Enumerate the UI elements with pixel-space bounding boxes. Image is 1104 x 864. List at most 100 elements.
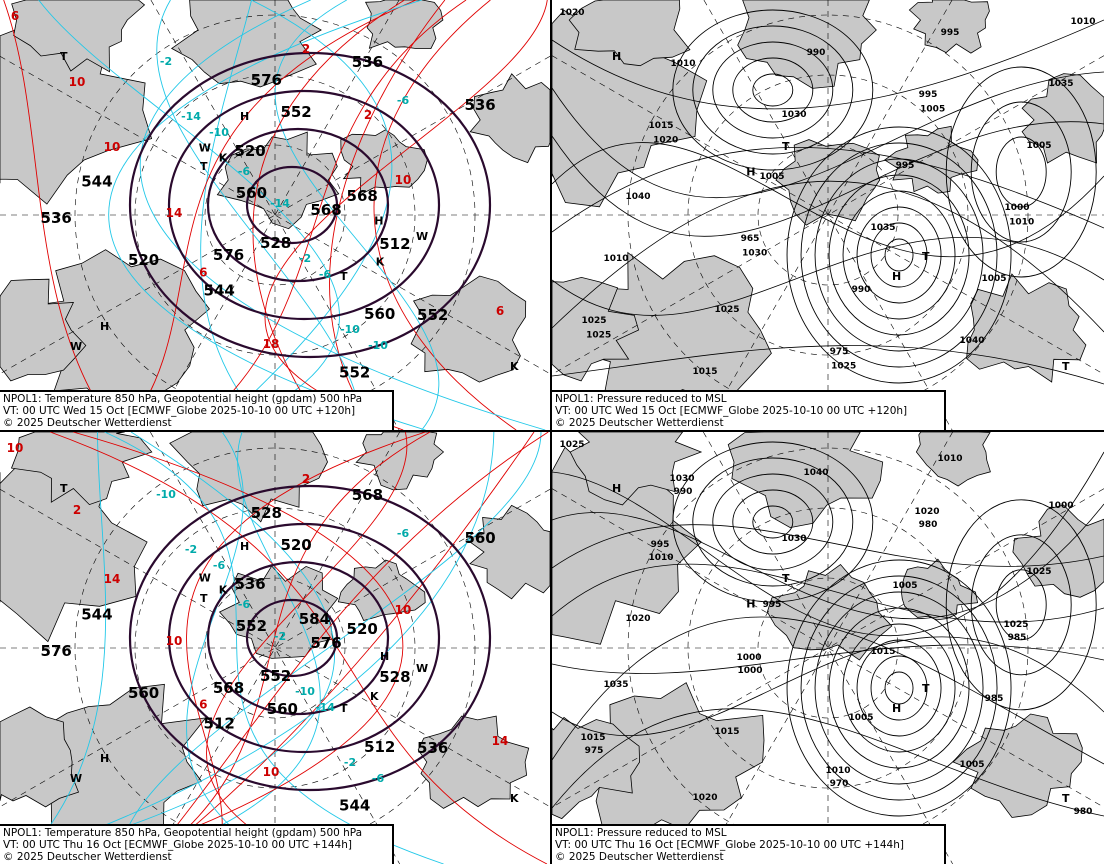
temperature-isotherm bbox=[147, 432, 535, 864]
height-contour-label: 520 bbox=[128, 251, 159, 269]
caption-title: NPOL1: Temperature 850 hPa, Geopotential… bbox=[3, 827, 363, 839]
isobar-label: 975 bbox=[830, 347, 849, 357]
isobar-label: 1000 bbox=[1048, 501, 1073, 511]
temperature-isotherm bbox=[1, 432, 335, 864]
isobar bbox=[552, 345, 1104, 385]
pressure-center-mark: H bbox=[892, 702, 901, 715]
height-contour-label: 544 bbox=[339, 797, 370, 815]
isobar-label: 1025 bbox=[559, 440, 584, 450]
meridian-line bbox=[552, 488, 1104, 808]
temperature-label-cold: -10 bbox=[340, 323, 360, 336]
pressure-center-mark: H bbox=[240, 110, 249, 123]
meridian-line bbox=[0, 488, 550, 808]
panel-bottom-right-mslp: 1025 1010 1000 970 980 985 975 990 995 1005 1010 10… bbox=[552, 432, 1104, 864]
isobar-label: 965 bbox=[741, 234, 760, 244]
temperature-isotherm bbox=[118, 432, 542, 864]
isobar-label: 1040 bbox=[625, 192, 650, 202]
isobar bbox=[672, 441, 874, 603]
meridian-line bbox=[552, 55, 1104, 375]
pressure-center-mark: T bbox=[200, 160, 208, 173]
map-mslp-120h: 1020 1015 965 975 995 1000 1025 1010 1005 990 995 1… bbox=[552, 0, 1104, 430]
meridian-line bbox=[703, 0, 953, 430]
temperature-label-warm: 10 bbox=[395, 603, 412, 617]
height-contour-label: 552 bbox=[280, 103, 311, 121]
temperature-label-cold: -14 bbox=[270, 197, 290, 210]
meridian-line bbox=[0, 55, 550, 375]
isobar-label: 1005 bbox=[892, 581, 917, 591]
pressure-center-mark: T bbox=[782, 572, 790, 585]
isobar-label: 1010 bbox=[937, 454, 962, 464]
temperature-isotherm bbox=[104, 432, 444, 864]
isobar-label: 970 bbox=[830, 779, 849, 789]
temperature-isotherm bbox=[373, 0, 517, 430]
temperature-label-cold: -6 bbox=[238, 598, 251, 611]
isobar bbox=[752, 505, 794, 539]
temperature-label-cold: -2 bbox=[299, 252, 311, 265]
meridian-line bbox=[552, 55, 1104, 375]
geopotential-contour bbox=[245, 165, 339, 245]
pressure-center-mark: H bbox=[100, 752, 109, 765]
isobar-label: 1010 bbox=[648, 553, 673, 563]
height-contour-label: 536 bbox=[464, 96, 495, 114]
temperature-isotherm bbox=[213, 0, 393, 430]
height-contour-label: 520 bbox=[347, 620, 378, 638]
isobar bbox=[692, 25, 854, 155]
temperature-label-cold: -6 bbox=[397, 527, 410, 540]
pressure-center-mark: K bbox=[510, 360, 519, 373]
pressure-center-mark: W bbox=[199, 571, 211, 584]
meridian-line bbox=[0, 488, 550, 808]
temperature-isotherm bbox=[18, 432, 107, 864]
pressure-center-mark: K bbox=[370, 690, 379, 703]
pressure-center-mark: K bbox=[219, 583, 228, 596]
isobar-label: 1035 bbox=[1048, 79, 1073, 89]
isobar-label: 1025 bbox=[831, 362, 856, 372]
height-contour-label: 560 bbox=[464, 529, 495, 547]
pressure-center-mark: H bbox=[380, 650, 389, 663]
land-mass bbox=[10, 432, 153, 506]
height-contour-label: 512 bbox=[204, 715, 235, 733]
height-contour-label: 544 bbox=[81, 606, 112, 624]
isobar bbox=[552, 644, 1104, 674]
isobar bbox=[552, 121, 1104, 237]
pressure-center-mark: W bbox=[416, 662, 428, 675]
isobar bbox=[552, 503, 1104, 620]
height-contour-label: 520 bbox=[234, 142, 265, 160]
height-contour-label: 576 bbox=[251, 71, 282, 89]
isobar bbox=[712, 473, 834, 571]
latitude-circle bbox=[757, 577, 899, 719]
land-mass bbox=[337, 559, 426, 621]
isobar-label: 990 bbox=[674, 487, 693, 497]
land-mass bbox=[727, 432, 884, 529]
isobar-label: 980 bbox=[1074, 807, 1093, 817]
temperature-label-cold: -14 bbox=[315, 701, 335, 714]
height-contour-label: 552 bbox=[339, 364, 370, 382]
temperature-label-warm: 10 bbox=[7, 441, 24, 455]
temperature-label-cold: -2 bbox=[160, 55, 172, 68]
map-t850-z500-144h: 576 568 520 512 544 560 552 536 528 560 568 544 552 5… bbox=[0, 432, 550, 864]
geopotential-contour bbox=[245, 598, 339, 678]
temperature-label-warm: 10 bbox=[263, 765, 280, 779]
isobar-label: 1030 bbox=[781, 534, 806, 544]
isobar bbox=[856, 639, 942, 737]
latitude-circle bbox=[687, 507, 969, 789]
isobar bbox=[672, 9, 874, 171]
isobar bbox=[552, 146, 1104, 233]
latitude-circle bbox=[204, 144, 346, 286]
height-contour-label: 536 bbox=[352, 53, 383, 71]
isobar-label: 990 bbox=[807, 48, 826, 58]
isobar bbox=[828, 174, 970, 336]
land-mass bbox=[775, 139, 881, 226]
pressure-center-mark: T bbox=[782, 140, 790, 153]
isobar-label: 1035 bbox=[603, 680, 628, 690]
pressure-center-mark: T bbox=[922, 250, 930, 263]
isobar-label: 1030 bbox=[669, 474, 694, 484]
isobar bbox=[842, 623, 956, 753]
isobar-label: 1025 bbox=[714, 305, 739, 315]
isobar-label: 1025 bbox=[586, 331, 611, 341]
isobar bbox=[814, 158, 984, 352]
isobar bbox=[870, 655, 928, 721]
land-mass bbox=[883, 125, 979, 194]
height-contour-label: 560 bbox=[236, 184, 267, 202]
caption-valid-time: VT: 00 UTC Thu 16 Oct [ECMWF_Globe 2025-… bbox=[555, 839, 904, 851]
geopotential-contour bbox=[128, 51, 492, 359]
